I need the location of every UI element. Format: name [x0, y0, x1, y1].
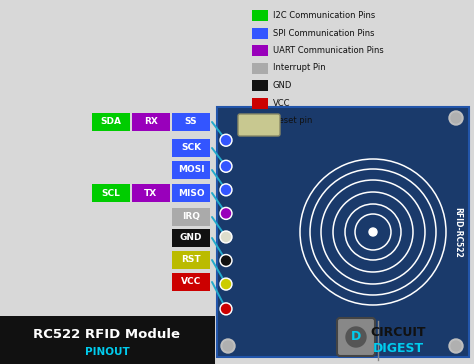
Circle shape: [220, 134, 232, 146]
Bar: [252, 10, 268, 21]
Circle shape: [221, 280, 230, 289]
Text: GND: GND: [273, 81, 292, 90]
Text: TX: TX: [145, 189, 158, 198]
Circle shape: [221, 256, 230, 265]
Text: D: D: [351, 331, 361, 344]
Circle shape: [221, 304, 230, 313]
Circle shape: [221, 136, 230, 145]
Text: IRQ: IRQ: [182, 213, 200, 222]
Bar: [132, 184, 170, 202]
Text: MISO: MISO: [178, 189, 204, 198]
Circle shape: [221, 339, 235, 353]
Circle shape: [220, 231, 232, 243]
Text: SCL: SCL: [101, 189, 120, 198]
Circle shape: [369, 228, 377, 236]
Text: DIGEST: DIGEST: [373, 341, 424, 355]
Bar: [172, 251, 210, 269]
Circle shape: [220, 254, 232, 266]
Text: SPI Communication Pins: SPI Communication Pins: [273, 28, 374, 37]
Text: VCC: VCC: [181, 277, 201, 286]
Bar: [252, 80, 268, 91]
Text: Reset pin: Reset pin: [273, 116, 312, 125]
Text: PINOUT: PINOUT: [85, 347, 129, 357]
Bar: [172, 229, 210, 247]
FancyBboxPatch shape: [217, 107, 469, 357]
Bar: [172, 184, 210, 202]
Circle shape: [223, 341, 233, 351]
Text: SCK: SCK: [181, 143, 201, 153]
Circle shape: [220, 303, 232, 315]
Circle shape: [346, 327, 366, 347]
Bar: [252, 28, 268, 39]
Bar: [172, 273, 210, 291]
Circle shape: [220, 207, 232, 219]
Bar: [172, 139, 210, 157]
Text: SDA: SDA: [100, 118, 121, 127]
Circle shape: [221, 185, 230, 194]
Bar: [252, 115, 268, 126]
FancyBboxPatch shape: [337, 318, 375, 356]
Bar: [92, 113, 130, 131]
Text: VCC: VCC: [273, 99, 291, 107]
Circle shape: [220, 184, 232, 196]
FancyBboxPatch shape: [238, 114, 280, 136]
Bar: [172, 161, 210, 179]
Text: RST: RST: [181, 256, 201, 265]
Circle shape: [221, 233, 230, 241]
Circle shape: [220, 278, 232, 290]
Text: MOSI: MOSI: [178, 166, 204, 174]
Text: Interrupt Pin: Interrupt Pin: [273, 63, 326, 72]
Text: I2C Communication Pins: I2C Communication Pins: [273, 11, 375, 20]
Circle shape: [449, 339, 463, 353]
Circle shape: [221, 209, 230, 218]
Text: RX: RX: [144, 118, 158, 127]
Bar: [172, 113, 210, 131]
Bar: [0, 316, 215, 364]
Text: RC522 RFID Module: RC522 RFID Module: [34, 328, 181, 341]
Bar: [252, 63, 268, 74]
Bar: [252, 45, 268, 56]
Bar: [132, 113, 170, 131]
Text: CIRCUIT: CIRCUIT: [370, 327, 426, 340]
Circle shape: [449, 111, 463, 125]
Bar: [92, 184, 130, 202]
Bar: [172, 208, 210, 226]
Circle shape: [220, 160, 232, 172]
Circle shape: [451, 341, 461, 351]
Text: RFID-RC522: RFID-RC522: [454, 207, 463, 257]
Text: GND: GND: [180, 233, 202, 242]
Text: UART Communication Pins: UART Communication Pins: [273, 46, 384, 55]
Text: SS: SS: [185, 118, 197, 127]
Bar: [252, 98, 268, 108]
Circle shape: [221, 162, 230, 171]
Circle shape: [451, 113, 461, 123]
